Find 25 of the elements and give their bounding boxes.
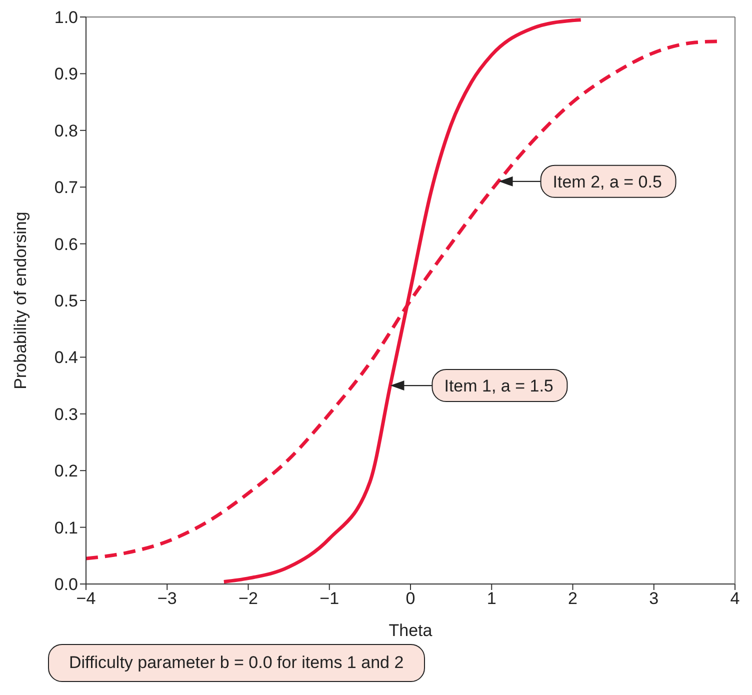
y-tick-label: 0.9 [54, 64, 78, 84]
y-tick-label: 0.3 [54, 404, 78, 424]
x-tick-label: 1 [486, 589, 496, 608]
text: Difficulty parameter b = 0.0 for items 1 and 2 [69, 653, 404, 672]
text: Item 1, a = 1.5 [444, 376, 554, 396]
x-tick-label: −2 [238, 589, 258, 608]
x-tick-label: 3 [649, 589, 659, 608]
x-tick-label: 0 [406, 589, 416, 608]
text: Item 2, a = 0.5 [552, 172, 662, 192]
y-tick-label: 0.1 [54, 518, 78, 538]
x-tick-label: 4 [730, 589, 740, 608]
x-tick-label: −3 [157, 589, 177, 608]
y-tick-label: 1.0 [54, 8, 78, 28]
x-tick-label: −4 [76, 589, 96, 608]
y-tick-label: 0.4 [54, 348, 78, 368]
x-tick-label: 2 [568, 589, 578, 608]
x-axis-title: Theta [388, 621, 433, 640]
x-tick-label: −1 [320, 589, 340, 608]
y-tick-label: 0.7 [54, 178, 78, 198]
y-axis-title: Probability of endorsing [11, 212, 30, 390]
y-tick-label: 0.8 [54, 121, 78, 140]
y-tick-label: 0.5 [54, 292, 78, 311]
y-tick-label: 0.6 [54, 234, 78, 254]
y-tick-label: 0.2 [54, 462, 78, 481]
y-tick-label: 0.0 [54, 575, 78, 594]
